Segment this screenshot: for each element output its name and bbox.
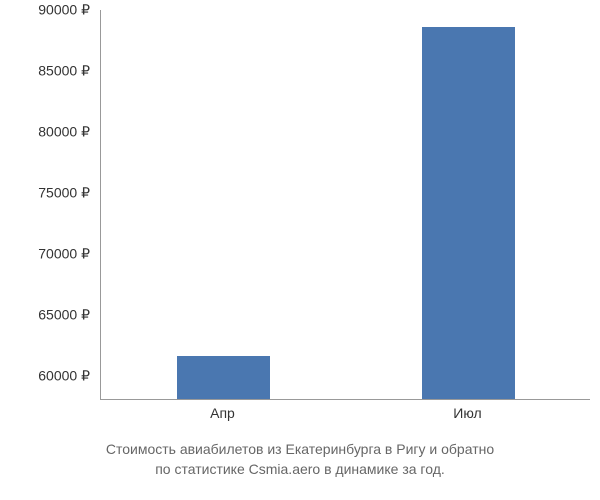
bar-chart: 60000 ₽65000 ₽70000 ₽75000 ₽80000 ₽85000… — [100, 10, 590, 400]
bar — [177, 356, 270, 399]
chart-caption: Стоимость авиабилетов из Екатеринбурга в… — [0, 440, 600, 479]
bar — [422, 27, 515, 399]
y-tick-label: 65000 ₽ — [38, 306, 90, 323]
caption-line-2: по статистике Csmia.aero в динамике за г… — [155, 461, 445, 477]
plot-area — [100, 10, 590, 400]
y-tick-label: 80000 ₽ — [38, 123, 90, 140]
y-tick-label: 70000 ₽ — [38, 245, 90, 262]
y-tick-label: 60000 ₽ — [38, 367, 90, 384]
x-tick-label: Июл — [453, 405, 481, 421]
caption-line-1: Стоимость авиабилетов из Екатеринбурга в… — [106, 441, 494, 457]
y-tick-label: 90000 ₽ — [38, 2, 90, 19]
y-tick-label: 85000 ₽ — [38, 62, 90, 79]
y-axis: 60000 ₽ 65000 ₽ 70000 ₽ 75000 ₽ 80000 ₽ 85000… — [10, 10, 95, 400]
x-tick-label: Апр — [210, 405, 235, 421]
y-tick-label: 75000 ₽ — [38, 184, 90, 201]
x-axis-labels: Апр Июл — [100, 405, 590, 435]
